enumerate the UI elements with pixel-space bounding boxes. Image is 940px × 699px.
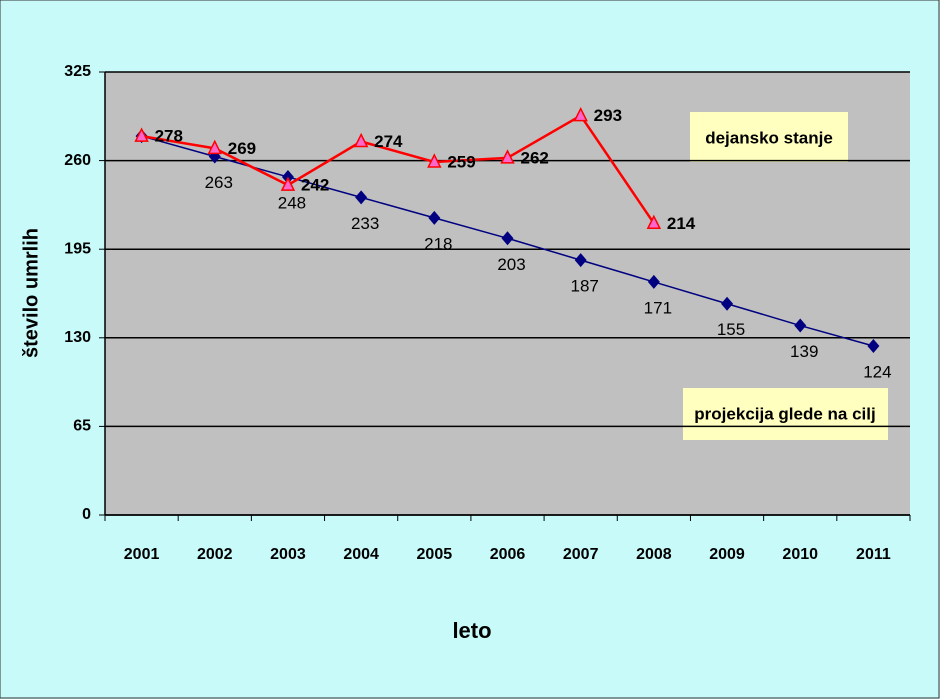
x-tick-label: 2003 <box>270 546 306 563</box>
data-label: 274 <box>374 132 403 151</box>
data-label: 263 <box>205 173 233 192</box>
legend-label: projekcija glede na cilj <box>694 404 875 423</box>
marker <box>721 296 734 311</box>
data-label: 187 <box>570 277 598 296</box>
marker <box>134 127 149 142</box>
x-tick-label: 2002 <box>197 546 233 563</box>
data-label: 242 <box>301 176 329 195</box>
data-label: 233 <box>351 214 379 233</box>
marker <box>646 214 662 230</box>
marker <box>427 153 442 168</box>
x-axis-title: leto <box>452 618 491 643</box>
marker <box>647 274 660 289</box>
data-label: 293 <box>594 106 622 125</box>
y-tick-label: 260 <box>64 152 91 169</box>
legend-label: dejansko stanje <box>705 128 833 147</box>
y-tick-label: 195 <box>64 240 91 257</box>
x-tick-label: 2005 <box>417 546 453 563</box>
data-label: 214 <box>667 214 696 233</box>
marker <box>500 149 515 164</box>
marker <box>501 231 514 246</box>
series-line <box>141 113 655 225</box>
y-tick-label: 130 <box>64 329 91 346</box>
legend-box <box>683 388 888 440</box>
marker <box>355 190 368 205</box>
data-label: 124 <box>863 362 891 381</box>
data-label: 155 <box>717 320 745 339</box>
x-tick-label: 2009 <box>709 546 745 563</box>
marker <box>280 176 296 191</box>
data-label: 269 <box>228 139 256 158</box>
data-label: 278 <box>155 127 183 146</box>
marker <box>867 338 880 353</box>
y-tick-label: 325 <box>64 63 91 80</box>
y-tick-label: 65 <box>73 418 91 435</box>
marker <box>573 106 588 122</box>
data-label: 203 <box>497 255 525 274</box>
x-tick-label: 2004 <box>343 546 379 563</box>
marker <box>207 139 222 155</box>
x-tick-label: 2001 <box>124 546 160 563</box>
x-tick-label: 2007 <box>563 546 599 563</box>
y-tick-label: 0 <box>82 506 91 523</box>
data-label: 259 <box>447 152 475 171</box>
marker <box>794 318 807 333</box>
x-tick-label: 2006 <box>490 546 526 563</box>
data-label: 218 <box>424 234 452 253</box>
marker <box>574 253 587 268</box>
y-axis-title: število umrlih <box>20 228 42 358</box>
data-label: 171 <box>644 298 672 317</box>
data-label: 248 <box>278 193 306 212</box>
x-tick-label: 2008 <box>636 546 672 563</box>
x-tick-label: 2010 <box>782 546 818 563</box>
data-label: 139 <box>790 342 818 361</box>
marker <box>428 210 441 225</box>
marker <box>353 132 369 148</box>
legend-box <box>690 112 848 162</box>
data-label: 262 <box>521 148 549 167</box>
x-tick-label: 2011 <box>856 546 891 563</box>
